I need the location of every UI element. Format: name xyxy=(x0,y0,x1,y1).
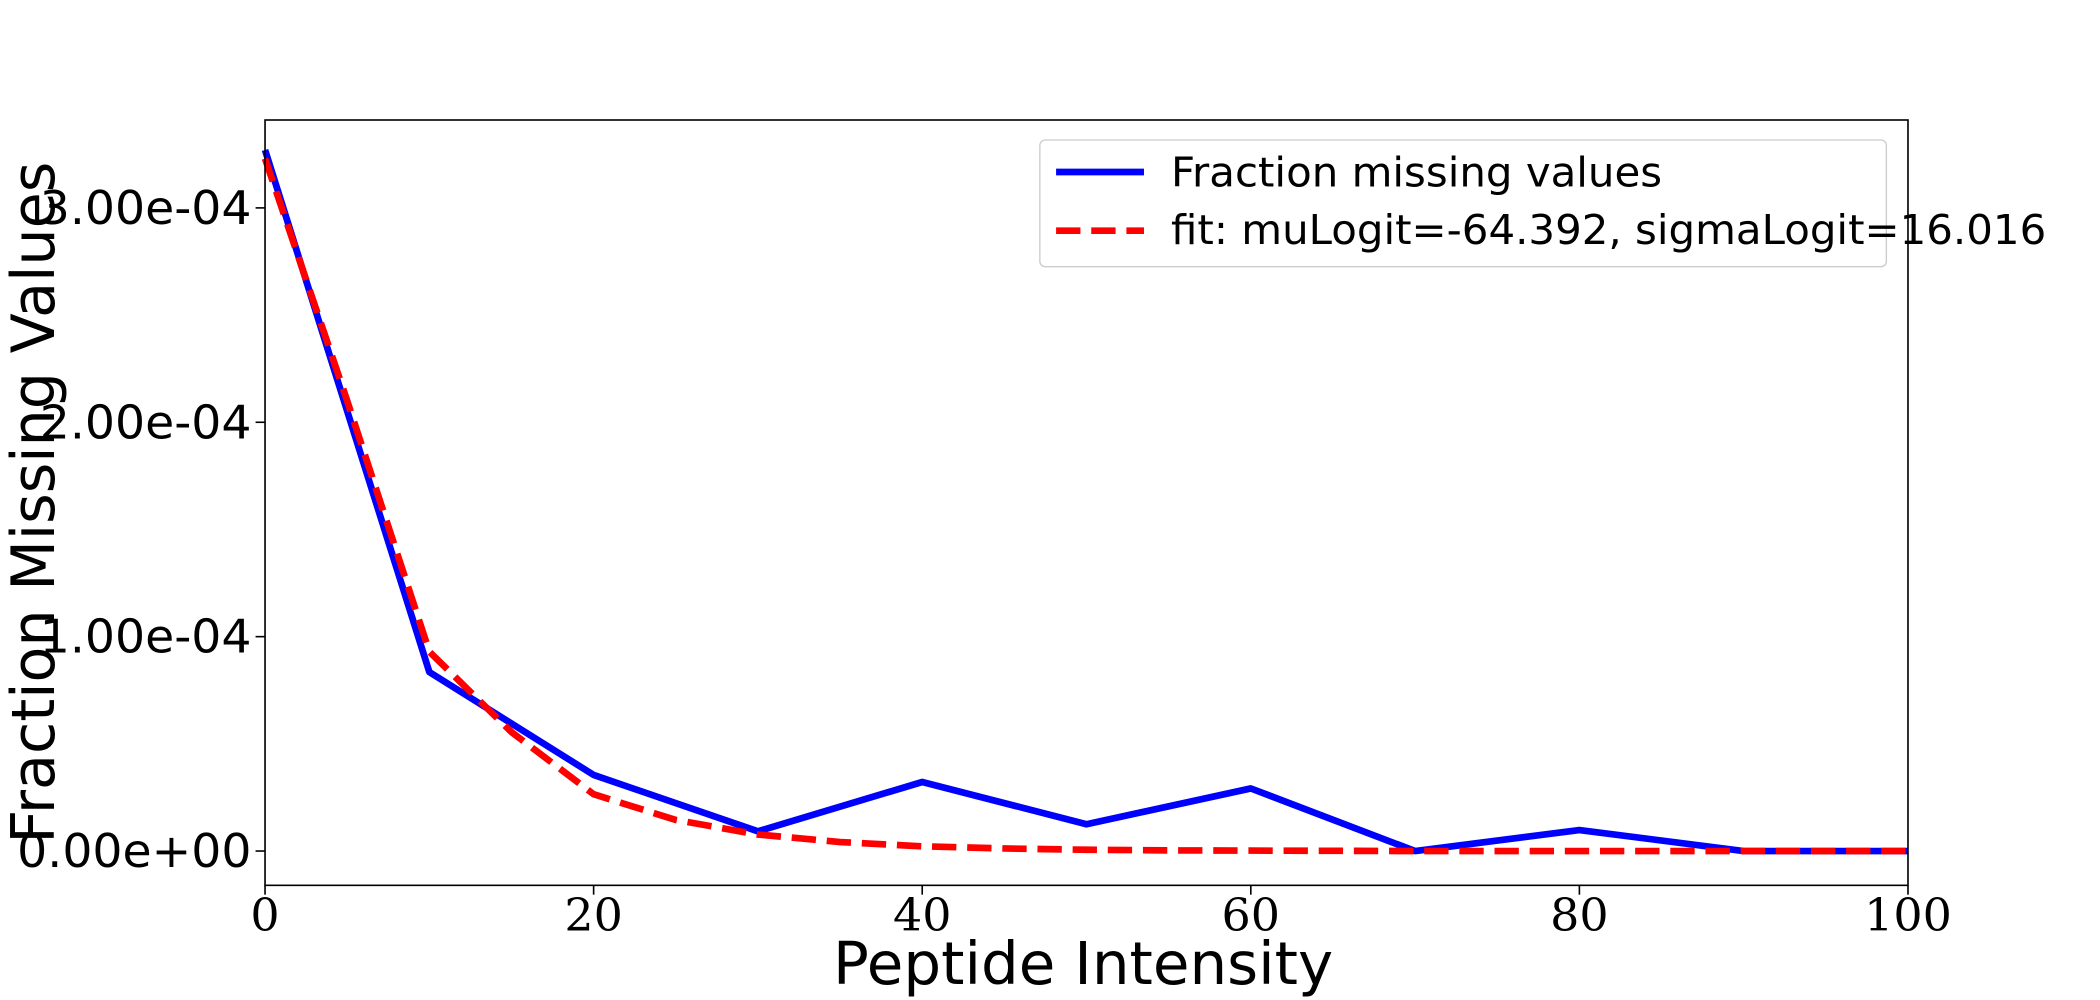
legend-label-fit: fit: muLogit=-64.392, sigmaLogit=16.016 xyxy=(1171,205,2046,254)
legend: Fraction missing values fit: muLogit=-64… xyxy=(1039,139,2046,268)
legend-box xyxy=(1039,139,1888,268)
y-tick-label: 1.00e-04 xyxy=(40,610,252,665)
series-line-measured xyxy=(261,149,1908,855)
x-tick-label: 0 xyxy=(250,889,279,942)
x-tick-label: 20 xyxy=(564,889,622,942)
y-tick-label: 0.00e+00 xyxy=(17,824,251,879)
y-tick-label: 2.00e-04 xyxy=(40,396,252,451)
x-tick-label: 60 xyxy=(1222,889,1280,942)
plot-lines xyxy=(261,149,1908,855)
x-axis-label: Peptide Intensity xyxy=(833,929,1333,998)
y-tick-label: 3.00e-04 xyxy=(40,181,252,236)
plot-frame xyxy=(264,119,1909,887)
x-axis-ticks: 0 20 40 60 80 100 xyxy=(250,885,1952,942)
legend-label-measured: Fraction missing values xyxy=(1171,148,1662,197)
x-tick-label: 80 xyxy=(1550,889,1608,942)
x-tick-label: 100 xyxy=(1864,889,1952,942)
series-line-fit xyxy=(261,157,1908,855)
x-tick-label: 40 xyxy=(893,889,951,942)
y-axis-ticks: 0.00e+00 1.00e-04 2.00e-04 3.00e-04 xyxy=(17,181,266,879)
y-axis-label: Fraction Missing Values xyxy=(0,162,68,844)
